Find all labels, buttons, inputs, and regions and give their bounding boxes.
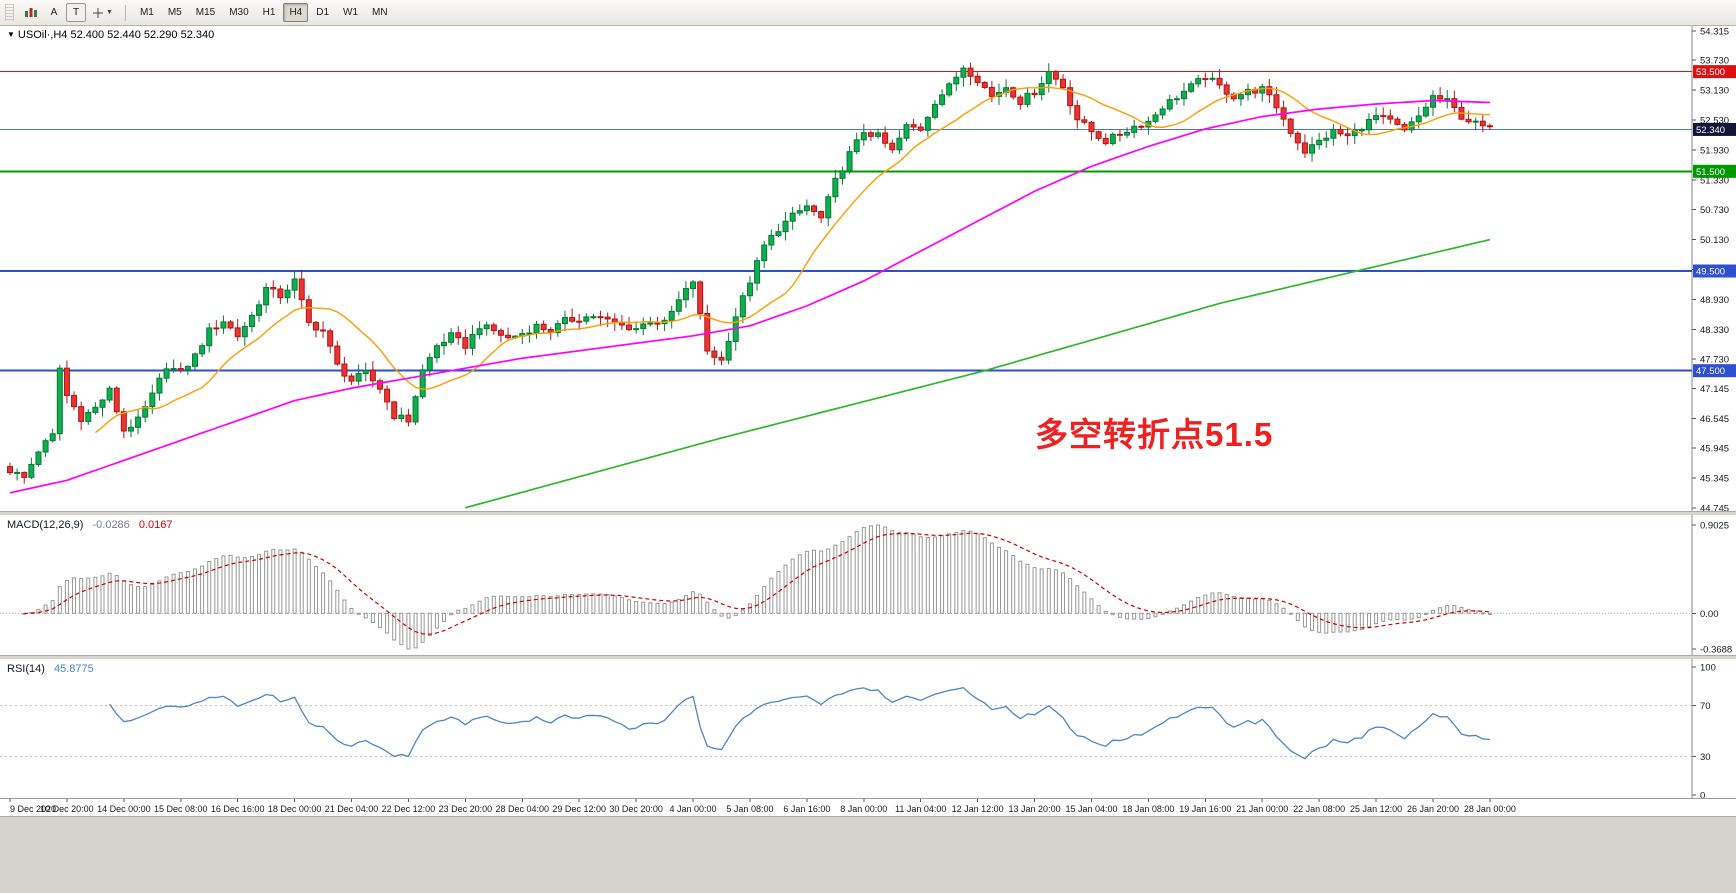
svg-text:6 Jan 16:00: 6 Jan 16:00 — [783, 804, 830, 814]
svg-text:53.500: 53.500 — [1696, 67, 1725, 78]
svg-text:30: 30 — [1700, 752, 1711, 763]
rsi-label: RSI(14) 45.8775 — [7, 663, 94, 675]
rsi-line — [109, 686, 1490, 760]
crosshair-icon — [93, 7, 103, 18]
timeframe-button-group: M1 M5 M15 M30 H1 H4 D1 W1 MN — [134, 3, 394, 22]
svg-text:23 Dec 20:00: 23 Dec 20:00 — [439, 804, 493, 814]
symbol-ohlc-label: ▼ USOil·,H4 52.400 52.440 52.290 52.340 — [7, 29, 215, 41]
crosshair-dropdown-button[interactable]: ▼ — [88, 2, 117, 23]
svg-text:0.9025: 0.9025 — [1700, 521, 1729, 532]
svg-text:52.340: 52.340 — [1696, 125, 1725, 136]
svg-text:21 Dec 04:00: 21 Dec 04:00 — [325, 804, 379, 814]
svg-text:53.730: 53.730 — [1700, 56, 1729, 67]
svg-text:4 Jan 00:00: 4 Jan 00:00 — [670, 804, 717, 814]
svg-text:52.530: 52.530 — [1700, 115, 1729, 126]
svg-text:22 Dec 12:00: 22 Dec 12:00 — [382, 804, 436, 814]
svg-text:49.500: 49.500 — [1696, 266, 1725, 277]
timeframe-mn-button[interactable]: MN — [366, 3, 394, 22]
candlestick-chart-canvas[interactable]: 54.315 53.730 53.130 52.530 51.930 51.330 50.7… — [0, 25, 1736, 511]
svg-text:48.330: 48.330 — [1700, 325, 1729, 336]
chevron-down-icon: ▼ — [106, 9, 113, 16]
text-tool-button[interactable]: T — [66, 3, 86, 22]
medium-ma-line — [9, 99, 1490, 494]
rsi-chart-canvas[interactable]: 100 70 30 0 — [0, 659, 1736, 798]
svg-text:51.930: 51.930 — [1700, 145, 1729, 156]
svg-text:22 Jan 08:00: 22 Jan 08:00 — [1293, 804, 1345, 814]
macd-indicator-panel[interactable]: 0.9025 0.00 -0.3688 MACD(12,26,9) -0.0286 … — [0, 515, 1736, 655]
svg-text:50.130: 50.130 — [1700, 235, 1729, 246]
chart-text-annotation[interactable]: 多空转折点51.5 — [1035, 416, 1274, 453]
svg-text:54.315: 54.315 — [1700, 27, 1729, 38]
svg-text:70: 70 — [1700, 701, 1711, 712]
new-chart-icon[interactable] — [20, 2, 42, 23]
svg-text:12 Jan 12:00: 12 Jan 12:00 — [952, 804, 1004, 814]
toolbar-grip[interactable] — [5, 4, 14, 21]
timeframe-h4-button[interactable]: H4 — [283, 3, 309, 22]
collapse-triangle-icon[interactable]: ▼ — [7, 30, 15, 39]
timeframe-m15-button[interactable]: M15 — [190, 3, 221, 22]
svg-text:10 Dec 20:00: 10 Dec 20:00 — [40, 804, 94, 814]
svg-text:47.145: 47.145 — [1700, 384, 1729, 395]
timeframe-d1-button[interactable]: D1 — [310, 3, 335, 22]
svg-text:47.730: 47.730 — [1700, 355, 1729, 366]
svg-text:28 Dec 04:00: 28 Dec 04:00 — [496, 804, 550, 814]
svg-text:48.930: 48.930 — [1700, 295, 1729, 306]
svg-text:45.345: 45.345 — [1700, 474, 1729, 485]
svg-text:5 Jan 08:00: 5 Jan 08:00 — [726, 804, 773, 814]
svg-text:14 Dec 00:00: 14 Dec 00:00 — [97, 804, 151, 814]
svg-text:16 Dec 16:00: 16 Dec 16:00 — [211, 804, 265, 814]
timeframe-h1-button[interactable]: H1 — [257, 3, 282, 22]
svg-text:51.330: 51.330 — [1700, 175, 1729, 186]
svg-text:53.130: 53.130 — [1700, 86, 1729, 97]
svg-text:21 Jan 00:00: 21 Jan 00:00 — [1236, 804, 1288, 814]
svg-text:30 Dec 20:00: 30 Dec 20:00 — [609, 804, 663, 814]
svg-text:0.00: 0.00 — [1700, 609, 1719, 620]
svg-text:9 Dec 2020: 9 Dec 2020 — [10, 804, 56, 814]
svg-text:18 Jan 08:00: 18 Jan 08:00 — [1122, 804, 1174, 814]
time-axis[interactable]: 9 Dec 2020 10 Dec 20:00 14 Dec 00:00 15 Dec… — [0, 798, 1736, 817]
macd-label: MACD(12,26,9) -0.0286 0.0167 — [7, 519, 173, 531]
svg-text:46.545: 46.545 — [1700, 414, 1729, 425]
svg-text:15 Jan 04:00: 15 Jan 04:00 — [1065, 804, 1117, 814]
svg-text:100: 100 — [1700, 663, 1716, 674]
timeframe-m1-button[interactable]: M1 — [134, 3, 160, 22]
svg-text:25 Jan 12:00: 25 Jan 12:00 — [1350, 804, 1402, 814]
svg-text:44.745: 44.745 — [1700, 504, 1729, 512]
macd-chart-canvas[interactable]: 0.9025 0.00 -0.3688 — [0, 515, 1736, 655]
svg-text:13 Jan 20:00: 13 Jan 20:00 — [1009, 804, 1061, 814]
macd-main-value: -0.0286 — [92, 519, 130, 531]
macd-histogram — [22, 524, 1492, 650]
candles[interactable] — [7, 62, 1493, 484]
macd-signal-value: 0.0167 — [138, 519, 173, 531]
main-chart-panel[interactable]: 54.315 53.730 53.130 52.530 51.930 51.330 50.7… — [0, 25, 1736, 511]
svg-text:29 Dec 12:00: 29 Dec 12:00 — [552, 804, 606, 814]
svg-text:51.500: 51.500 — [1696, 167, 1725, 178]
svg-text:8 Jan 00:00: 8 Jan 00:00 — [840, 804, 887, 814]
cursor-tool-button[interactable]: A — [44, 3, 64, 22]
svg-text:26 Jan 20:00: 26 Jan 20:00 — [1407, 804, 1459, 814]
slow-ma-line — [465, 238, 1491, 509]
svg-text:19 Jan 16:00: 19 Jan 16:00 — [1179, 804, 1231, 814]
svg-text:18 Dec 00:00: 18 Dec 00:00 — [268, 804, 322, 814]
horizontal-level-lines[interactable]: 53.500 51.500 49.500 47.500 — [0, 65, 1736, 378]
timeframe-w1-button[interactable]: W1 — [337, 3, 364, 22]
svg-text:47.500: 47.500 — [1696, 366, 1725, 377]
toolbar-separator — [124, 4, 126, 21]
svg-text:-0.3688: -0.3688 — [1700, 645, 1732, 656]
svg-text:50.730: 50.730 — [1700, 205, 1729, 216]
macd-signal-line — [24, 532, 1490, 635]
svg-text:0: 0 — [1700, 791, 1705, 799]
toolbar: A T ▼ M1 M5 M15 M30 H1 H4 D1 W1 MN — [0, 0, 1736, 26]
fast-ma-line — [94, 86, 1490, 434]
svg-text:45.945: 45.945 — [1700, 444, 1729, 455]
svg-text:15 Dec 08:00: 15 Dec 08:00 — [154, 804, 208, 814]
svg-text:11 Jan 04:00: 11 Jan 04:00 — [895, 804, 946, 814]
timeframe-m5-button[interactable]: M5 — [162, 3, 188, 22]
timeframe-m30-button[interactable]: M30 — [223, 3, 254, 22]
rsi-value: 45.8775 — [53, 663, 94, 675]
svg-text:28 Jan 00:00: 28 Jan 00:00 — [1464, 804, 1516, 814]
rsi-indicator-panel[interactable]: 100 70 30 0 RSI(14) 45.8775 — [0, 659, 1736, 798]
footer-area — [0, 816, 1736, 893]
